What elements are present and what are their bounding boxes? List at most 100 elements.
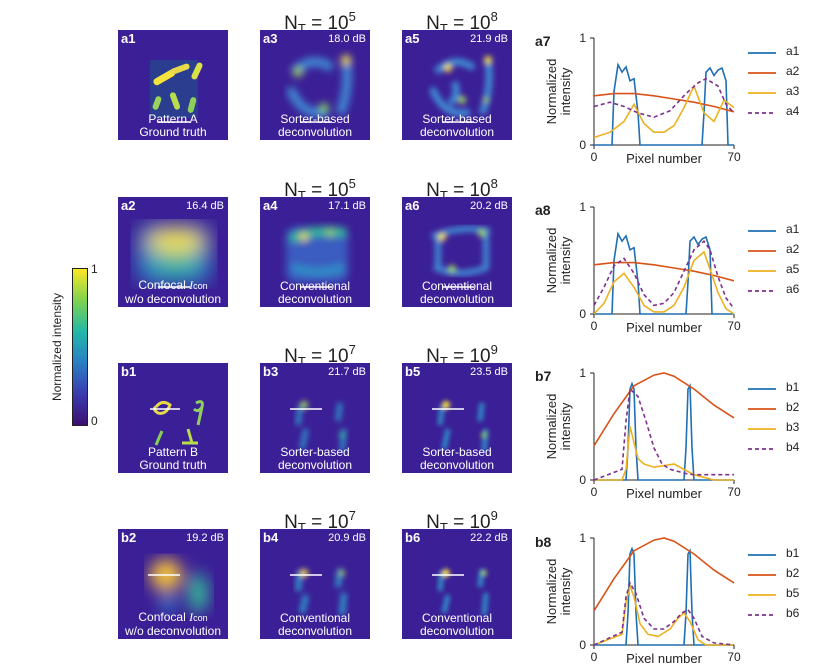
header-b-top-1: NT = 107 [284, 342, 356, 369]
image-b2 [148, 559, 208, 613]
x-axis-label: Pixel number [626, 486, 703, 501]
image-panel-a4: a4 17.1 dB Conventional deconvolution [260, 197, 370, 307]
series-line-a4 [593, 77, 735, 119]
series-line-a6 [593, 240, 735, 310]
legend-swatch [748, 72, 776, 74]
panel-label-a4: a4 [263, 198, 278, 213]
image-panel-a3: a3 18.0 dB Sorter-based deconvolution [260, 30, 370, 140]
legend-swatch [748, 614, 776, 616]
x-tick-label: 70 [727, 485, 741, 499]
x-tick-label: 0 [591, 150, 598, 164]
caption-b5: Sorter-based deconvolution [419, 445, 495, 472]
caption-b4: Conventional deconvolution [277, 611, 353, 638]
pattern-b-image [150, 400, 204, 446]
image-panel-b2: b2 19.2 dB Confocal Icon w/o deconvolutio… [118, 529, 228, 639]
legend-label: b4 [786, 440, 800, 454]
image-a2 [138, 225, 210, 288]
panel-label-a3: a3 [263, 31, 278, 46]
psnr-a6: 20.2 dB [470, 200, 508, 212]
caption-a6: Conventional deconvolution [419, 279, 495, 306]
image-a5 [428, 56, 493, 123]
legend-swatch [748, 594, 776, 596]
psnr-b4: 20.9 dB [328, 532, 366, 544]
line-plot-a7: 1 00 70 Pixel number Normalizedintensity [544, 31, 741, 166]
series-line-b1 [594, 381, 734, 481]
header-b-bottom-1: NT = 107 [284, 508, 356, 535]
image-panel-b3: b3 21.7 dB Sorter-based deconvolution [260, 363, 370, 473]
legend-swatch [748, 112, 776, 114]
image-panel-a1: a1 Pattern A Ground truth [118, 30, 228, 140]
legend-swatch [748, 574, 776, 576]
image-panel-a5: a5 21.9 dB Sorter-based deconvolution [402, 30, 512, 140]
psnr-a5: 21.9 dB [470, 33, 508, 45]
legend-label: b3 [786, 420, 800, 434]
legend-swatch [748, 230, 776, 232]
y-tick-label: 0 [579, 138, 586, 152]
x-tick-label: 70 [727, 319, 741, 333]
legend-label: b2 [786, 566, 800, 580]
header-a-top-1: NT = 105 [284, 9, 356, 36]
panel-label-b5: b5 [405, 364, 421, 379]
y-tick-label: 1 [579, 200, 586, 214]
y-axis-label: Normalizedintensity [544, 228, 573, 294]
header-a-bottom-1: NT = 105 [284, 176, 356, 203]
image-panel-b6: b6 22.2 dB Conventional deconvolution [402, 529, 512, 639]
psnr-a2: 16.4 dB [186, 200, 224, 212]
legend-label: a6 [786, 282, 800, 296]
header-b-top-2: NT = 109 [426, 342, 498, 369]
y-axis-label: Normalizedintensity [544, 394, 573, 460]
header-a-top-2: NT = 108 [426, 9, 498, 36]
caption-a4: Conventional deconvolution [277, 279, 353, 306]
panel-label-a6: a6 [405, 198, 420, 213]
image-b6 [432, 568, 489, 616]
image-b4 [290, 568, 347, 616]
legend-swatch [748, 92, 776, 94]
panel-label-b2: b2 [121, 530, 137, 545]
legend-label: a3 [786, 84, 800, 98]
panel-label-b6: b6 [405, 530, 421, 545]
y-tick-label: 0 [579, 307, 586, 321]
legend-swatch [748, 290, 776, 292]
image-panel-b1: b1 Pattern B Ground truth [118, 363, 228, 473]
legend-label: a2 [786, 242, 800, 256]
x-axis-label: Pixel number [626, 151, 703, 166]
caption-a5: Sorter-based deconvolution [419, 112, 495, 139]
series-line-b5 [593, 583, 734, 646]
legend-swatch [748, 388, 776, 390]
series-line-b3 [594, 426, 734, 481]
caption-b3: Sorter-based deconvolution [277, 445, 353, 472]
series-line-b2 [593, 372, 735, 447]
plot-label-b7: b7 [535, 368, 552, 384]
caption-a1: Pattern A Ground truth [139, 112, 207, 139]
series-line-b1 [594, 546, 734, 646]
plot-label-b8: b8 [535, 534, 552, 550]
colorbar [72, 268, 88, 426]
series-line-b6 [593, 580, 735, 646]
panel-label-a5: a5 [405, 31, 420, 46]
caption-b2: Confocal Icon w/o deconvolution [124, 610, 222, 638]
psnr-a3: 18.0 dB [328, 33, 366, 45]
legend-swatch [748, 52, 776, 54]
y-tick-label: 0 [579, 638, 586, 652]
y-axis-label: Normalizedintensity [544, 59, 573, 125]
image-a3 [285, 55, 352, 123]
psnr-b3: 21.7 dB [328, 366, 366, 378]
line-plot-a8: 1 00 70 Pixel number Normalizedintensity [544, 200, 741, 335]
legend-label: b1 [786, 380, 800, 394]
image-panel-a6: a6 20.2 dB Conventional deconvolution [402, 197, 512, 307]
legend-label: a1 [786, 222, 800, 236]
psnr-b2: 19.2 dB [186, 532, 224, 544]
plot-label-a8: a8 [535, 202, 551, 218]
psnr-a4: 17.1 dB [328, 200, 366, 212]
axes [593, 373, 734, 481]
image-a4 [286, 226, 348, 288]
panel-label-b4: b4 [263, 530, 279, 545]
x-tick-label: 70 [727, 150, 741, 164]
caption-a3: Sorter-based deconvolution [277, 112, 353, 139]
series-line-a2 [593, 261, 735, 282]
pattern-a-image [150, 60, 203, 123]
legend-label: a2 [786, 64, 800, 78]
legend-label: a4 [786, 104, 800, 118]
panel-label-b1: b1 [121, 364, 137, 379]
image-panel-a2: a2 16.4 dB Confocal Icon w/o deconvolutio… [118, 197, 228, 307]
